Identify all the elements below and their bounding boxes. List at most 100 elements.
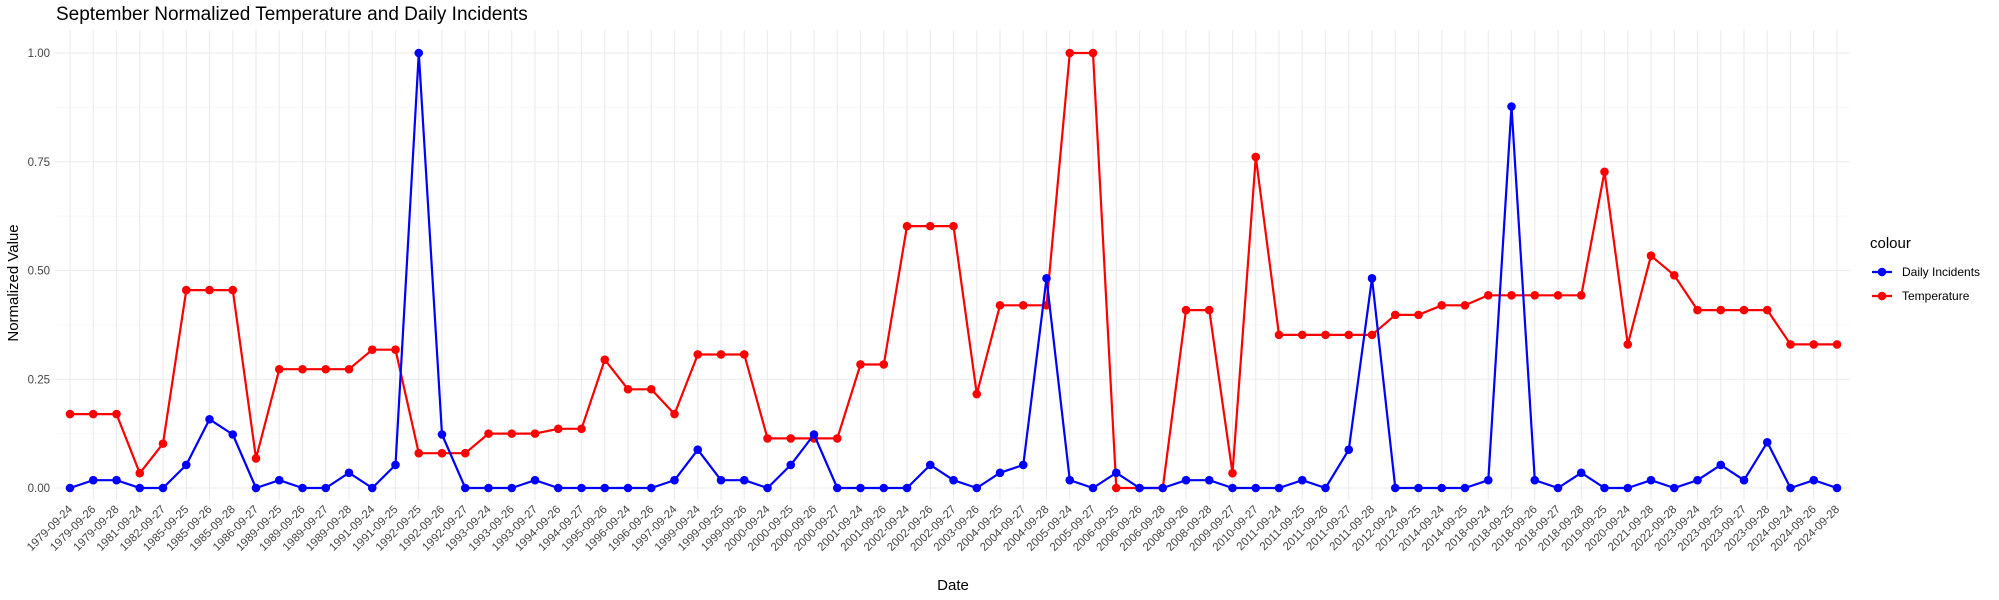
- temperature-point: [879, 360, 889, 369]
- daily-incidents-point: [995, 468, 1005, 478]
- daily-incidents-point: [1135, 483, 1144, 493]
- daily-incidents-point: [949, 475, 958, 485]
- daily-incidents-point: [1065, 475, 1075, 485]
- daily-incidents-point: [507, 483, 517, 493]
- daily-incidents-point: [879, 483, 889, 493]
- daily-incidents-point: [530, 475, 540, 485]
- temperature-point: [484, 429, 493, 438]
- temperature-point: [228, 285, 238, 295]
- temperature-point: [670, 409, 679, 419]
- temperature-point: [158, 439, 168, 448]
- legend-label: Daily Incidents: [1902, 265, 1980, 279]
- temperature-point: [1111, 483, 1121, 493]
- temperature-point: [902, 221, 912, 231]
- temperature-point: [1367, 330, 1377, 340]
- daily-incidents-point: [1042, 274, 1051, 283]
- daily-incidents-point: [1507, 102, 1516, 111]
- temperature-point: [507, 429, 517, 438]
- series-temperature: [65, 48, 1842, 493]
- daily-incidents-point: [1251, 483, 1261, 493]
- temperature-point: [763, 434, 772, 443]
- temperature-point: [1018, 301, 1028, 310]
- daily-incidents-point: [1111, 468, 1121, 478]
- daily-incidents-point: [1786, 483, 1795, 493]
- temperature-point: [135, 468, 145, 478]
- daily-incidents-point: [298, 483, 307, 493]
- daily-incidents-point: [1762, 438, 1772, 447]
- y-tick-label: 0.75: [28, 157, 50, 169]
- y-tick-label: 0.25: [28, 374, 50, 386]
- temperature-point: [1344, 330, 1354, 340]
- daily-incidents-point: [925, 460, 935, 470]
- temperature-point: [1251, 152, 1261, 162]
- temperature-point: [298, 364, 307, 374]
- daily-incidents-point: [391, 460, 400, 470]
- temperature-point: [1623, 340, 1633, 349]
- daily-incidents-point: [1204, 475, 1214, 485]
- temperature-point: [65, 409, 75, 419]
- temperature-point: [1646, 251, 1656, 261]
- y-tick-label: 0.00: [28, 483, 50, 495]
- temperature-point: [1693, 305, 1702, 315]
- temperature-point: [1553, 290, 1563, 300]
- daily-incidents-point: [1832, 483, 1842, 493]
- temperature-point: [925, 221, 935, 231]
- daily-incidents-point: [228, 430, 238, 439]
- temperature-point: [367, 345, 377, 354]
- daily-incidents-point: [1530, 475, 1540, 485]
- daily-incidents-point: [1669, 483, 1679, 493]
- daily-incidents-point: [1367, 274, 1377, 283]
- temperature-point: [1762, 305, 1772, 315]
- temperature-point: [1204, 305, 1214, 315]
- temperature-point: [460, 448, 470, 458]
- temperature-point: [1716, 305, 1726, 315]
- legend-items: Daily Incidents Temperature: [1872, 265, 1980, 303]
- daily-incidents-point: [1693, 475, 1702, 485]
- daily-incidents-point: [646, 483, 656, 493]
- daily-incidents-point: [1274, 483, 1284, 493]
- temperature-point: [1274, 330, 1284, 340]
- temperature-point: [321, 364, 331, 374]
- temperature-point: [600, 355, 610, 364]
- daily-incidents-point: [414, 48, 424, 58]
- temperature-point: [995, 301, 1005, 310]
- legend-title: colour: [1870, 235, 1911, 252]
- daily-incidents-point: [693, 445, 703, 455]
- temperature-point: [1065, 48, 1075, 58]
- daily-incidents-point: [1018, 460, 1028, 470]
- temperature-point: [1181, 305, 1191, 315]
- daily-incidents-point: [623, 483, 633, 493]
- daily-incidents-point: [88, 475, 98, 485]
- temperature-point: [972, 389, 982, 399]
- daily-incidents-point: [1181, 475, 1191, 485]
- daily-incidents-point: [1344, 445, 1354, 455]
- temperature-point: [693, 350, 703, 359]
- daily-incidents-point: [763, 483, 772, 493]
- temperature-point: [1228, 468, 1237, 478]
- daily-incidents-point: [1716, 460, 1726, 470]
- y-tick-label: 0.50: [28, 266, 50, 278]
- temperature-point: [88, 409, 98, 419]
- temperature-point: [274, 364, 284, 374]
- series-daily-incidents: [65, 48, 1842, 493]
- temperature-point: [1530, 290, 1540, 300]
- daily-incidents-point: [1576, 468, 1586, 478]
- chart-title: September Normalized Temperature and Dai…: [56, 4, 528, 25]
- daily-incidents-point: [344, 468, 354, 478]
- daily-incidents-point: [1809, 475, 1819, 485]
- daily-incidents-point: [1739, 475, 1749, 485]
- daily-incidents-point: [181, 460, 191, 470]
- daily-incidents-point: [972, 483, 982, 493]
- temperature-point: [949, 221, 958, 231]
- daily-incidents-point: [205, 414, 214, 424]
- daily-incidents-point: [1553, 483, 1563, 493]
- temperature-point: [344, 364, 354, 374]
- daily-incidents-point: [809, 430, 819, 439]
- legend-label: Temperature: [1902, 289, 1970, 303]
- daily-incidents-point: [577, 483, 586, 493]
- temperature-point: [414, 448, 424, 458]
- daily-incidents-point: [1390, 483, 1400, 493]
- daily-incidents-point: [367, 483, 377, 493]
- temperature-point: [1809, 340, 1819, 349]
- temperature-point: [181, 285, 191, 295]
